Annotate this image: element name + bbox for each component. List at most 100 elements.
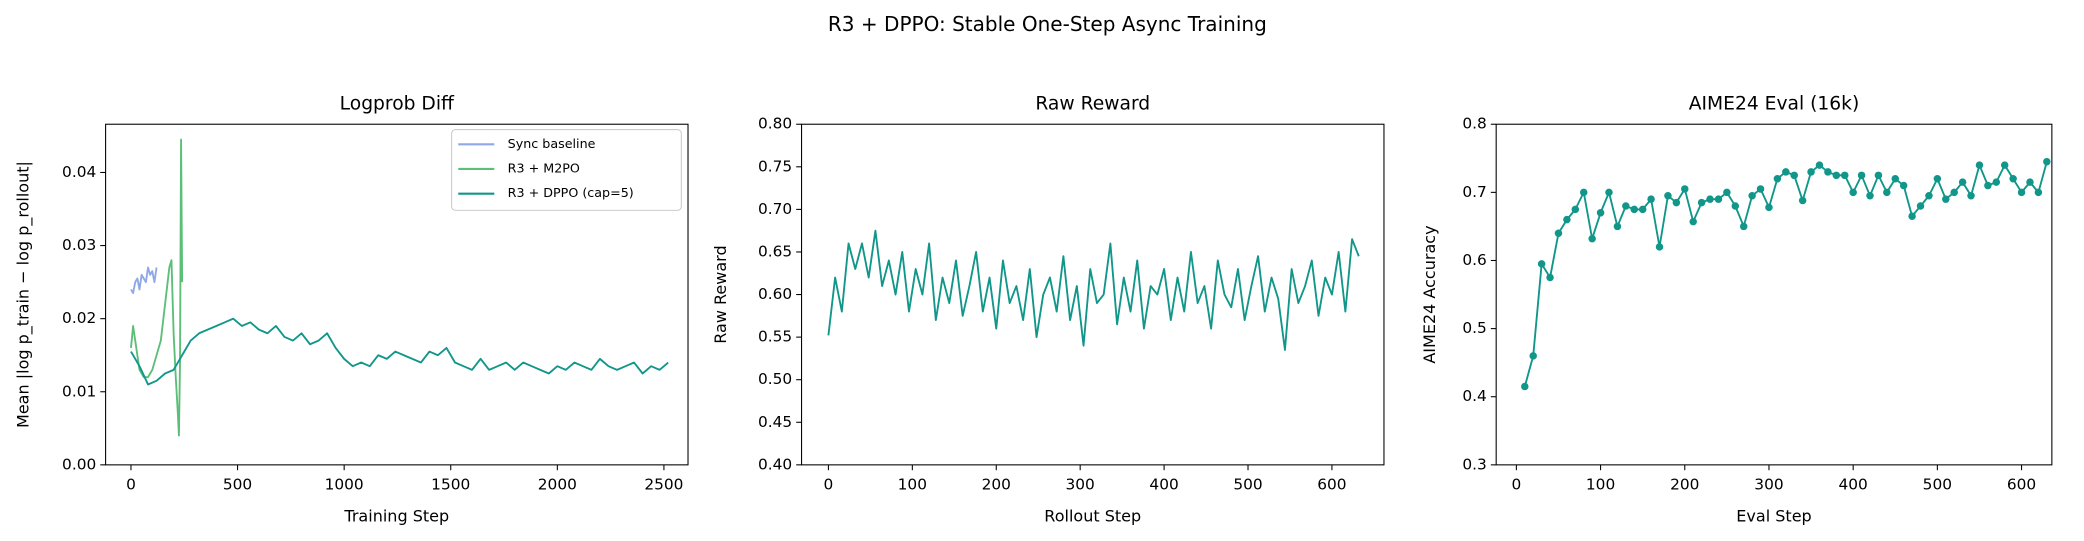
data-point	[1613, 222, 1622, 231]
y-tick-label: 0.75	[758, 157, 792, 175]
axes-frame	[105, 123, 689, 466]
plot-area	[827, 229, 1360, 351]
x-tick-label: 300	[1066, 475, 1095, 493]
y-axis-label: AIME24 Accuracy	[1420, 225, 1439, 363]
x-tick-label: 600	[1317, 475, 1346, 493]
data-point	[1706, 195, 1714, 203]
x-tick-label: 2000	[538, 475, 577, 493]
data-point	[1782, 168, 1790, 176]
y-tick-label: 0.55	[758, 328, 792, 346]
data-point	[2043, 157, 2051, 166]
legend-box	[451, 129, 682, 211]
y-tick-label: 0.3	[1462, 455, 1486, 473]
x-tick-label: 100	[898, 475, 927, 493]
legend-label: R3 + M2PO	[508, 160, 580, 175]
data-point	[1891, 174, 1900, 183]
y-tick-label: 0.8	[1462, 115, 1486, 133]
x-tick-label: 100	[1586, 475, 1615, 493]
data-point	[1664, 192, 1672, 200]
data-point	[1697, 198, 1706, 207]
x-tick-label: 1000	[325, 475, 364, 493]
y-tick-label: 0.65	[758, 242, 792, 260]
chart-title: AIME24 Eval (16k)	[1689, 94, 1860, 115]
data-point	[2000, 161, 2009, 169]
data-point	[1563, 215, 1571, 224]
data-point	[2026, 178, 2034, 186]
axes-frame	[801, 123, 1385, 466]
data-line	[130, 266, 158, 295]
legend-label: Sync baseline	[508, 136, 596, 151]
data-point	[1933, 174, 1942, 183]
data-point	[1605, 188, 1613, 197]
x-tick-label: 400	[1149, 475, 1178, 493]
y-tick-label: 0.5	[1462, 319, 1486, 337]
x-tick-label: 2500	[644, 475, 683, 493]
data-point	[1647, 195, 1655, 203]
data-point	[1655, 243, 1664, 251]
data-point	[1807, 168, 1815, 176]
axes-frame	[1495, 123, 2053, 466]
data-point	[2009, 174, 2017, 183]
data-point	[1672, 198, 1681, 207]
y-tick-label: 0.7	[1462, 183, 1486, 201]
data-point	[1950, 188, 1958, 197]
data-point	[1824, 168, 1832, 176]
plot-area	[1521, 157, 2051, 391]
data-point	[1883, 188, 1891, 197]
y-tick-label: 0.80	[758, 115, 792, 133]
x-axis-label: Eval Step	[1736, 506, 1811, 525]
data-point	[1916, 202, 1925, 210]
y-tick-label: 0.40	[758, 455, 792, 473]
x-tick-label: 200	[1670, 475, 1699, 493]
data-point	[1546, 273, 1554, 282]
y-tick-label: 0.04	[62, 163, 96, 181]
data-point	[1967, 192, 1975, 200]
data-point	[1554, 229, 1563, 237]
x-tick-label: 300	[1754, 475, 1783, 493]
data-point	[1756, 185, 1765, 193]
data-point	[1908, 212, 1916, 220]
data-point	[1790, 171, 1798, 180]
data-point	[1832, 171, 1841, 180]
data-point	[1874, 171, 1883, 180]
data-point	[1975, 161, 1984, 169]
data-point	[1622, 202, 1630, 210]
y-tick-label: 0.00	[62, 455, 96, 473]
y-tick-label: 0.02	[62, 309, 96, 327]
data-point	[1992, 178, 2001, 186]
x-tick-label: 500	[1233, 475, 1262, 493]
data-line	[130, 317, 669, 386]
y-tick-label: 0.6	[1462, 251, 1486, 269]
data-point	[1857, 171, 1866, 180]
data-point	[1748, 192, 1756, 200]
y-tick-label: 0.50	[758, 370, 792, 388]
y-axis-label: Mean |log p_train − log p_rollout|	[14, 161, 34, 428]
data-point	[2017, 188, 2026, 197]
data-point	[1537, 260, 1546, 268]
x-axis-label: Training Step	[343, 506, 449, 525]
x-tick-label: 1500	[431, 475, 470, 493]
data-point	[1984, 181, 1992, 190]
y-axis-label: Raw Reward	[711, 245, 730, 343]
y-tick-label: 0.03	[62, 236, 96, 254]
data-point	[1925, 192, 1933, 200]
x-tick-label: 500	[1923, 475, 1952, 493]
data-point	[1638, 205, 1647, 214]
x-axis-label: Rollout Step	[1044, 506, 1141, 525]
data-point	[1773, 174, 1782, 183]
data-point	[1588, 234, 1596, 243]
x-tick-label: 600	[2007, 475, 2036, 493]
data-line	[827, 229, 1360, 351]
data-point	[2034, 188, 2043, 197]
y-tick-label: 0.60	[758, 285, 792, 303]
x-tick-label: 0	[1511, 475, 1521, 493]
y-tick-label: 0.70	[758, 200, 792, 218]
x-tick-label: 200	[982, 475, 1011, 493]
chart-title: Logprob Diff	[340, 94, 455, 115]
data-point	[1689, 217, 1697, 226]
data-point	[1739, 222, 1748, 231]
x-tick-label: 0	[824, 475, 834, 493]
data-line	[130, 138, 184, 437]
